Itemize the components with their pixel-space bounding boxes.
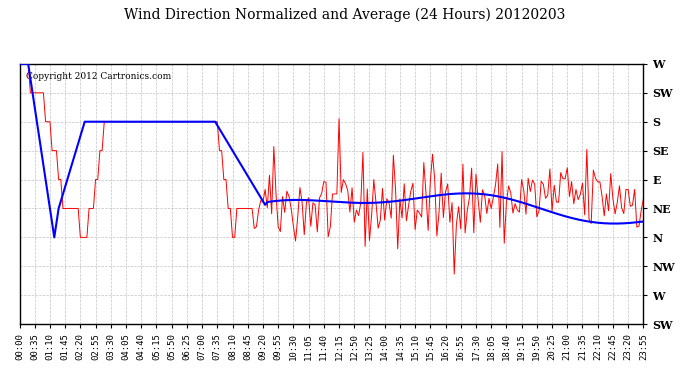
Text: Copyright 2012 Cartronics.com: Copyright 2012 Cartronics.com xyxy=(26,72,171,81)
Text: Wind Direction Normalized and Average (24 Hours) 20120203: Wind Direction Normalized and Average (2… xyxy=(124,8,566,22)
